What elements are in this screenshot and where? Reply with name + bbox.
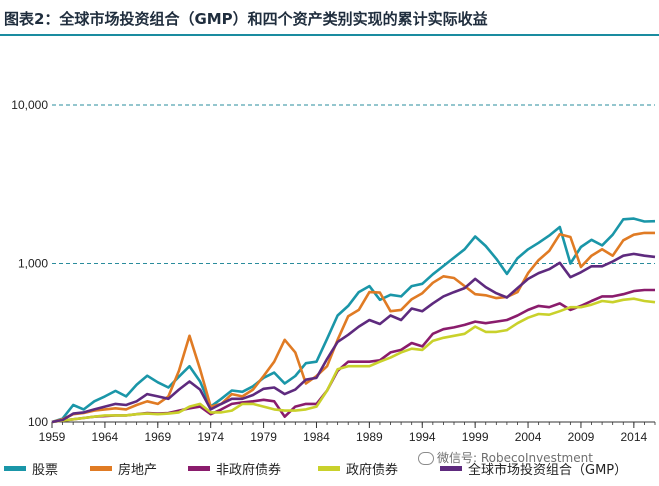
legend-label: 政府债券	[346, 462, 399, 478]
legend-label: 非政府债券	[216, 462, 282, 478]
series-line-1	[51, 231, 655, 424]
x-tick-label: 1979	[250, 430, 277, 444]
wechat-icon	[418, 452, 434, 465]
legend-item-3: 政府债券	[318, 456, 398, 480]
series-line-4	[51, 252, 656, 424]
series-line-3	[51, 297, 656, 424]
legend-swatch	[4, 465, 26, 471]
axes: 100 1,000 10,000 1959 1964 1969 1974 1979 1984 19…	[11, 98, 656, 444]
x-tick-label: 1989	[356, 430, 383, 444]
watermark-text: 微信号: RobecoInvestment	[437, 451, 593, 465]
legend: 股票 房地产 非政府债券 政府债券 全球市场投资组合（GMP）	[0, 456, 659, 482]
x-tick-label: 1964	[92, 430, 119, 444]
x-tick-label: 2014	[620, 430, 647, 444]
x-tick-label: 1969	[144, 430, 171, 444]
watermark: 微信号: RobecoInvestment	[418, 449, 593, 466]
title-bar: 图表2：全球市场投资组合（GMP）和四个资产类别实现的累计实际收益	[0, 0, 659, 36]
x-tick-label: 1959	[39, 430, 66, 444]
legend-label: 股票	[32, 462, 59, 478]
grid-lines	[52, 104, 655, 264]
x-tick-label: 1974	[197, 430, 224, 444]
x-tick-label: 2004	[515, 430, 542, 444]
legend-swatch	[440, 465, 462, 471]
y-tick-label: 100	[28, 415, 48, 429]
legend-item-0: 股票	[4, 456, 58, 480]
series-lines	[51, 217, 656, 424]
legend-swatch	[90, 465, 112, 471]
x-tick-label: 1984	[303, 430, 330, 444]
legend-item-4: 全球市场投资组合（GMP）	[440, 456, 627, 480]
x-tick-label: 1994	[409, 430, 436, 444]
series-line-0	[51, 217, 656, 424]
x-tick-label: 1999	[462, 430, 489, 444]
legend-item-1: 房地产	[90, 456, 157, 480]
legend-swatch	[318, 465, 340, 471]
legend-item-2: 非政府债券	[188, 456, 281, 480]
y-tick-label: 1,000	[18, 257, 48, 271]
legend-swatch	[188, 465, 210, 471]
y-tick-label: 10,000	[11, 98, 48, 112]
legend-label: 房地产	[118, 462, 158, 478]
x-tick-label: 2009	[568, 430, 595, 444]
line-chart: 100 1,000 10,000 1959 1964 1969 1974 1979 1984 19…	[11, 98, 656, 444]
legend-label: 全球市场投资组合（GMP）	[468, 462, 628, 478]
chart-title: 图表2：全球市场投资组合（GMP）和四个资产类别实现的累计实际收益	[4, 10, 488, 28]
